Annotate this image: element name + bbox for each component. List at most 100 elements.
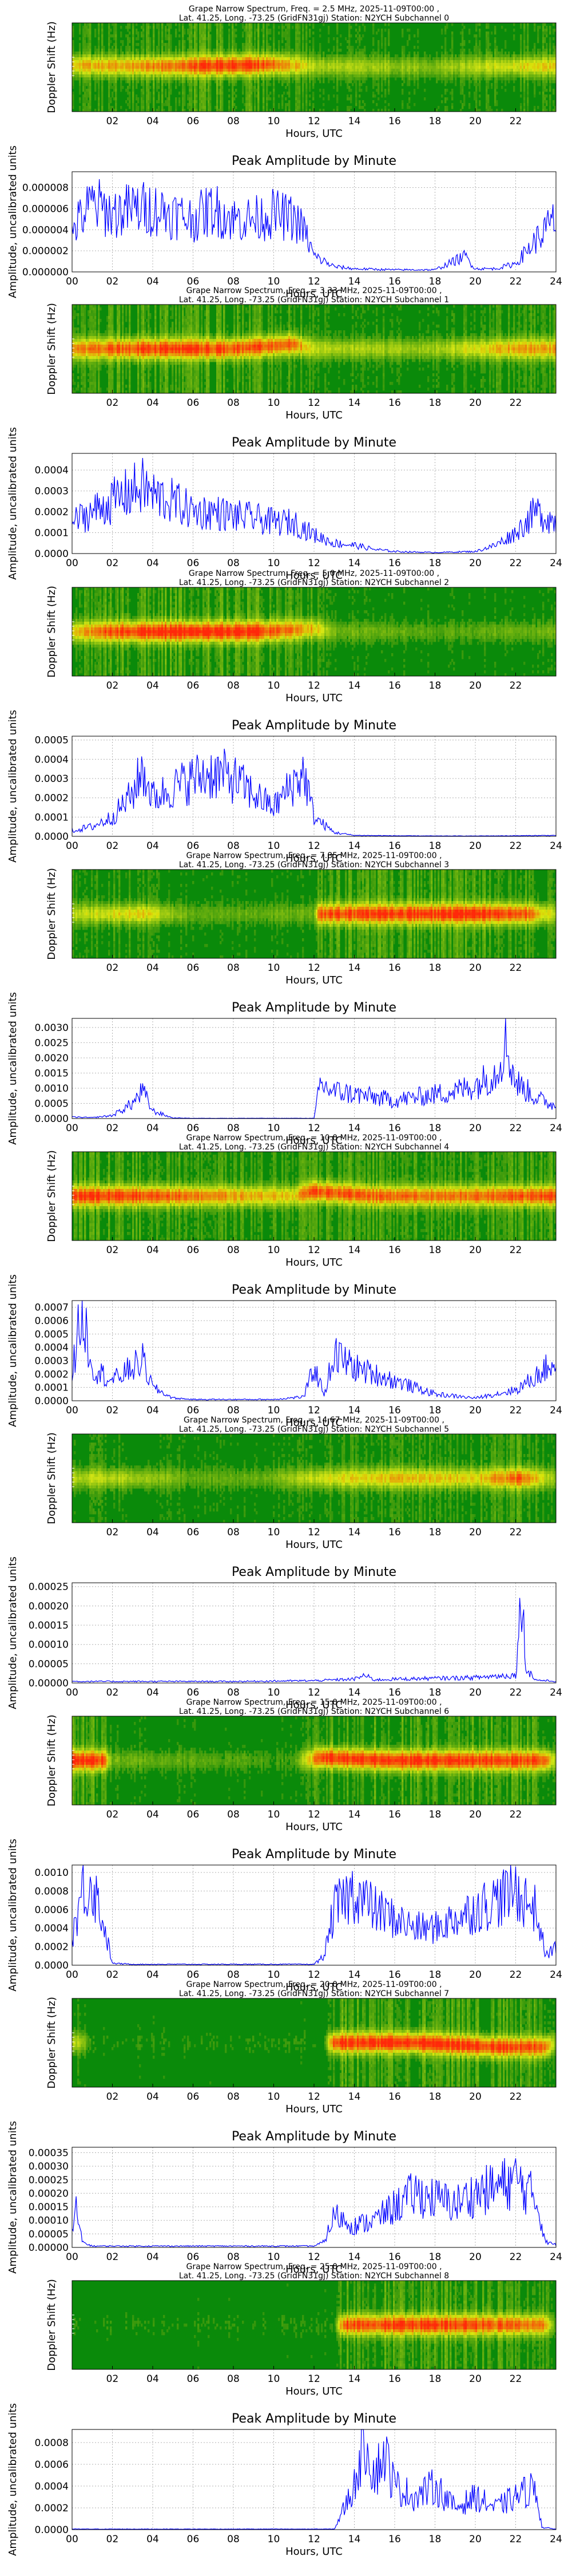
spectrogram-cell: [312, 74, 314, 77]
spectrogram-cell: [136, 54, 137, 57]
spectrogram-cell: [383, 60, 384, 63]
spectrogram-cell: [309, 77, 311, 80]
spectrogram-cell: [84, 74, 86, 77]
spectrogram-cell: [422, 69, 424, 72]
spectrogram-cell: [266, 54, 268, 57]
spectrogram-title: Grape Narrow Spectrum, Freq. = 3.33 MHz,…: [186, 286, 442, 295]
spectrogram-cell: [112, 74, 113, 77]
spectrogram-cell: [537, 54, 539, 57]
spectrogram-cell: [82, 63, 84, 66]
spectrogram-cell: [288, 86, 290, 89]
spectrogram-cell: [166, 57, 168, 60]
spectrogram-cell: [532, 54, 534, 57]
spectrogram-cell: [232, 37, 233, 40]
spectrogram-cell: [426, 66, 427, 69]
spectrogram-cell: [273, 60, 275, 63]
spectrogram-cell: [378, 46, 379, 49]
spectrogram-cell: [508, 77, 510, 80]
spectrogram-cell: [278, 43, 280, 46]
spectrogram-cell: [403, 77, 405, 80]
spectrogram-cell: [393, 60, 395, 63]
spectrogram-cell: [184, 63, 185, 66]
spectrogram-cell: [245, 60, 247, 63]
spectrogram-cell: [456, 69, 458, 72]
spectrogram-cell: [388, 54, 390, 57]
spectrogram-cell: [472, 74, 474, 77]
spectrogram-cell: [353, 74, 355, 77]
spectrogram-cell: [170, 83, 172, 86]
spectrogram-cell: [105, 66, 106, 69]
spectrogram-cell: [352, 57, 353, 60]
spectrogram-cell: [120, 63, 122, 66]
spectrogram-cell: [494, 66, 496, 69]
spectrogram-cell: [225, 57, 227, 60]
spectrogram-cell: [132, 69, 134, 72]
spectrogram-cell: [82, 77, 84, 80]
spectrogram-cell: [199, 74, 201, 77]
spectrogram-cell: [424, 80, 426, 83]
spectrogram-cell: [98, 66, 100, 69]
spectrogram-cell: [470, 63, 472, 66]
spectrogram-cell: [378, 29, 379, 31]
spectrogram-cell: [124, 74, 125, 77]
spectrogram-cell: [321, 72, 323, 74]
spectrogram-cell: [275, 52, 276, 54]
spectrogram-cell: [98, 86, 100, 89]
spectrogram-cell: [544, 66, 546, 69]
spectrogram-cell: [84, 86, 86, 89]
spectrogram-cell: [202, 60, 204, 63]
spectrogram-cell: [144, 66, 146, 69]
spectrogram-cell: [492, 74, 494, 77]
spectrogram-cell: [328, 54, 329, 57]
spectrogram-cell: [242, 31, 244, 34]
spectrogram-cell: [244, 74, 245, 77]
spectrogram-cell: [77, 69, 79, 72]
spectrogram-cell: [388, 31, 390, 34]
spectrogram-cell: [84, 54, 86, 57]
spectrogram-cell: [338, 49, 340, 52]
spectrogram-cell: [468, 63, 470, 66]
spectrogram-cell: [468, 66, 470, 69]
spectrogram-cell: [82, 60, 84, 63]
spectrogram-cell: [523, 29, 525, 31]
spectrogram-cell: [233, 66, 235, 69]
spectrogram-cell: [115, 83, 117, 86]
spectrogram-cell: [160, 63, 161, 66]
spectrogram-cell: [362, 106, 364, 109]
spectrogram-cell: [266, 94, 268, 97]
spectrogram-cell: [86, 60, 88, 63]
spectrogram-cell: [214, 106, 216, 109]
spectrogram-cell: [343, 66, 345, 69]
spectrogram-cell: [355, 29, 357, 31]
spectrogram-cell: [366, 69, 367, 72]
spectrogram-cell: [268, 63, 269, 66]
spectrogram-cell: [547, 60, 549, 63]
spectrogram-cell: [89, 52, 91, 54]
spectrogram-cell: [247, 37, 249, 40]
spectrogram-cell: [89, 37, 91, 40]
spectrogram-cell: [475, 52, 477, 54]
spectrogram-cell: [129, 77, 130, 80]
spectrogram-cell: [245, 26, 247, 29]
spectrogram-cell: [364, 26, 366, 29]
spectrogram-cell: [477, 83, 479, 86]
spectrogram-cell: [496, 52, 498, 54]
spectrogram-cell: [163, 77, 165, 80]
spectrogram-cell: [158, 66, 160, 69]
spectrogram-cell: [240, 57, 242, 60]
spectrogram-cell: [146, 63, 148, 66]
spectrogram-cell: [88, 57, 89, 60]
spectrogram-cell: [520, 106, 522, 109]
spectrogram-cell: [79, 72, 81, 74]
spectrogram-cell: [165, 26, 166, 29]
spectrogram-cell: [201, 23, 202, 26]
spectrogram-cell: [499, 66, 501, 69]
spectrogram-cell: [91, 66, 93, 69]
spectrogram-cell: [523, 106, 525, 109]
spectrogram-cell: [98, 92, 100, 94]
spectrogram-cell: [412, 66, 414, 69]
spectrogram-cell: [98, 89, 100, 92]
spectrogram-cell: [355, 86, 357, 89]
spectrogram-cell: [190, 106, 192, 109]
spectrogram-cell: [537, 74, 539, 77]
